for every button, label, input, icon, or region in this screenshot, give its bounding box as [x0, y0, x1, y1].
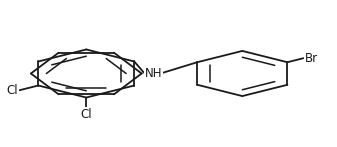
Text: Br: Br [305, 52, 318, 65]
Text: Cl: Cl [6, 84, 18, 97]
Text: Cl: Cl [81, 108, 92, 121]
Text: NH: NH [145, 67, 162, 80]
